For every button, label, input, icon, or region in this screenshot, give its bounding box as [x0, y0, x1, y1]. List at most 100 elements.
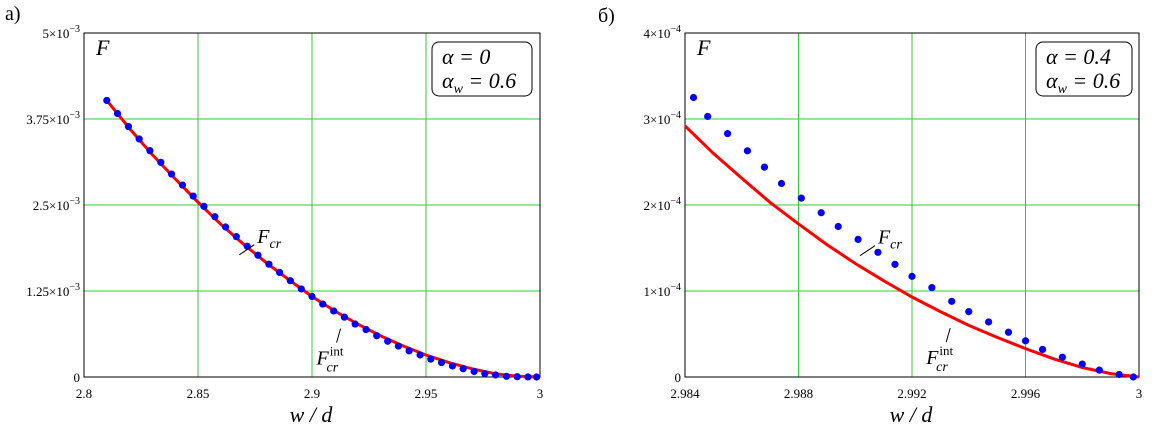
y-tick-mantissa: 2×10	[644, 198, 671, 213]
panel-label: а)	[5, 3, 21, 25]
series-marker-f-cr-int	[113, 109, 122, 118]
annotation-leader	[859, 245, 876, 257]
y-tick-exponent: −4	[670, 110, 681, 121]
series-marker-f-cr-int	[297, 285, 305, 293]
series-marker-f-cr-int	[1129, 373, 1137, 381]
series-marker-f-cr-int	[797, 194, 805, 202]
series-marker-f-cr-int	[221, 223, 230, 231]
series-marker-f-cr-int	[124, 122, 133, 131]
annotation-symbol: F	[925, 347, 939, 369]
y-tick-mantissa: 4×10	[644, 26, 671, 41]
series-marker-f-cr-int	[948, 297, 956, 305]
y-tick-label: 3.75×10−3	[26, 110, 80, 127]
series-marker-f-cr-int	[459, 365, 467, 373]
series-marker-f-cr-int	[524, 373, 532, 381]
series-marker-f-cr-int	[232, 233, 240, 241]
series-marker-f-cr-int	[265, 260, 273, 268]
y-tick-label: 2×10−4	[644, 196, 681, 213]
series-marker-f-cr-int	[817, 209, 825, 217]
series-marker-f-cr-int	[689, 93, 698, 102]
series-marker-f-cr-int	[330, 307, 338, 315]
parameter-alpha: α = 0	[442, 44, 490, 69]
x-tick-label: 2.988	[784, 386, 813, 401]
series-marker-f-cr-int	[470, 367, 478, 376]
y-tick-mantissa: 0	[74, 370, 81, 385]
series-marker-f-cr-int	[448, 362, 457, 370]
series-marker-f-cr-int	[373, 332, 381, 340]
parameter-alpha-text: α = 0	[442, 44, 490, 69]
y-tick-exponent: −4	[670, 24, 681, 35]
series-marker-f-cr-int	[502, 372, 511, 380]
y-tick-label: 3×10−4	[644, 110, 681, 127]
series-marker-f-cr-int	[704, 112, 712, 121]
y-tick-exponent: −3	[69, 196, 80, 207]
series-marker-f-cr-int	[854, 235, 862, 243]
series-marker-f-cr-int	[200, 202, 208, 210]
curve-annotation: Fint cr	[316, 344, 344, 376]
x-tick-label: 2.8	[76, 386, 92, 401]
y-axis-label: F	[95, 35, 110, 60]
series-marker-f-cr-int	[834, 222, 842, 231]
series-marker-f-cr-int	[286, 277, 294, 285]
panel-label: б)	[598, 5, 615, 27]
plot-frame	[684, 32, 1140, 378]
series-marker-f-cr-int	[760, 163, 769, 171]
series-marker-f-cr-int	[1115, 370, 1123, 379]
chart-panel-1: а)2.8 2.85 2.9 2.95 301.25×10−32.5×10−33.75×…	[5, 3, 543, 427]
series-marker-f-cr-int	[1095, 366, 1103, 374]
series-marker-f-cr-int	[394, 342, 403, 350]
y-tick-mantissa: 0	[675, 370, 682, 385]
series-marker-f-cr-int	[276, 268, 284, 277]
y-tick-exponent: −3	[69, 110, 80, 121]
series-marker-f-cr-int	[362, 325, 370, 334]
parameter-alpha-w-value: = 0.6	[463, 68, 516, 93]
series-marker-f-cr-int	[777, 179, 786, 188]
series-marker-f-cr-int	[743, 147, 752, 155]
y-axis-label: F	[696, 35, 711, 60]
annotation-symbol: F	[256, 226, 270, 248]
y-tick-mantissa: 5×10	[43, 26, 70, 41]
series-marker-f-cr-int	[189, 192, 197, 200]
y-tick-mantissa: 1×10	[644, 284, 671, 299]
series-marker-f-cr-int	[1021, 337, 1030, 345]
x-tick-label: 2.85	[187, 386, 210, 401]
x-tick-label: 2.984	[670, 386, 700, 401]
x-tick-label: 2.9	[304, 386, 320, 401]
curve-annotation: Fint cr	[925, 343, 953, 375]
series-marker-f-cr-int	[135, 135, 143, 143]
series-marker-f-cr-int	[167, 170, 176, 178]
series-marker-f-cr-int	[723, 130, 732, 138]
series-marker-f-cr-int	[211, 213, 219, 221]
series-marker-f-cr-int	[1038, 345, 1047, 354]
series-marker-f-cr-int	[908, 272, 916, 280]
parameter-alpha-w-value: = 0.6	[1067, 68, 1120, 93]
series-marker-f-cr-int	[1078, 360, 1086, 368]
series-marker-f-cr-int	[308, 292, 316, 301]
x-tick-label: 2.95	[415, 386, 438, 401]
series-marker-f-cr-int	[481, 369, 489, 378]
x-tick-label: 3	[537, 386, 544, 401]
y-tick-label: 5×10−3	[43, 24, 80, 41]
parameter-box	[431, 41, 533, 97]
x-tick-label: 2.992	[897, 386, 926, 401]
series-line-f-cr	[683, 124, 1140, 379]
parameter-alpha-w-symbol: α	[442, 68, 454, 93]
annotation-leader	[336, 328, 342, 343]
series-marker-f-cr-int	[874, 248, 882, 256]
series-marker-f-cr-int	[1004, 328, 1013, 336]
series-marker-f-cr-int	[491, 371, 500, 379]
y-tick-mantissa: 1.25×10	[26, 284, 69, 299]
y-tick-mantissa: 3.75×10	[26, 112, 69, 127]
series-marker-f-cr-int	[1058, 353, 1066, 361]
annotation-subscript: cr	[890, 238, 902, 253]
series-marker-f-cr-int	[437, 358, 446, 367]
annotation-subscript: cr	[936, 360, 948, 375]
x-tick-label: 2.996	[1011, 386, 1041, 401]
y-tick-label: 2.5×10−3	[33, 196, 80, 213]
y-tick-mantissa: 2.5×10	[33, 198, 70, 213]
series-marker-f-cr-int	[405, 347, 413, 355]
series-marker-f-cr-int	[157, 158, 165, 166]
series-marker-f-cr-int	[965, 308, 973, 316]
